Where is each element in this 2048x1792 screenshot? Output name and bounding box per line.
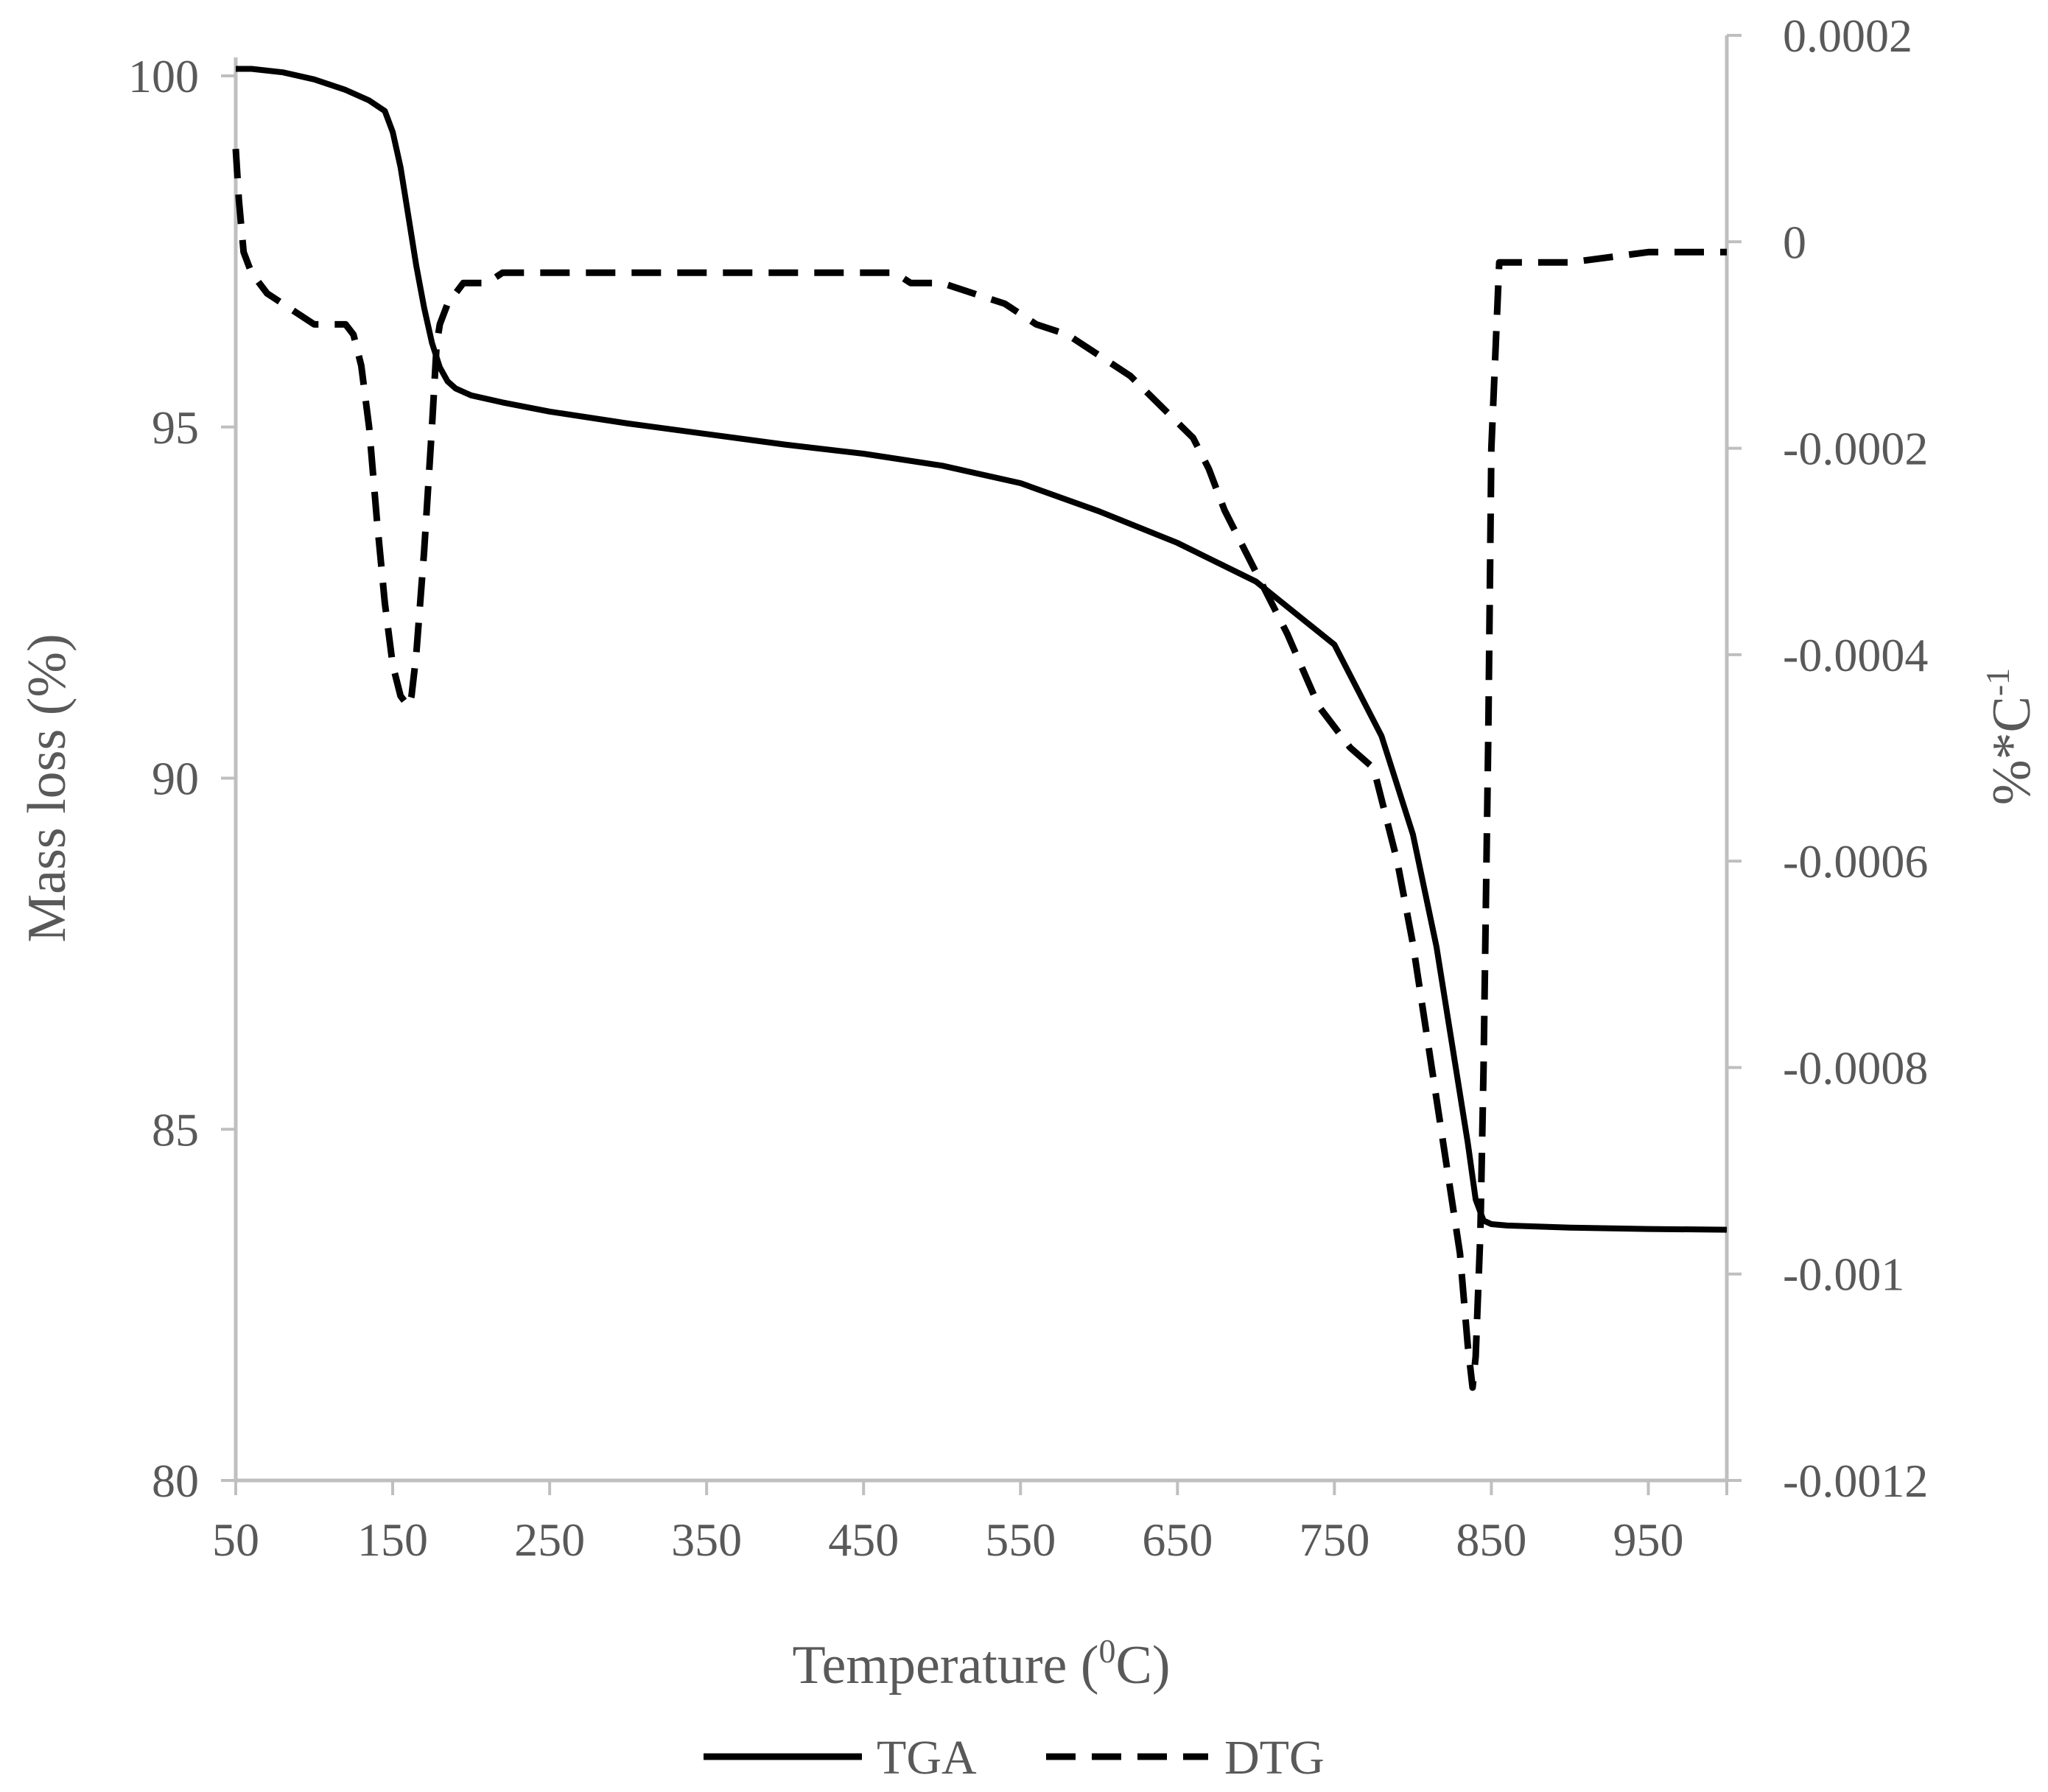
right-y-tick-label: -0.0006 (1783, 835, 1928, 888)
left-y-tick-label: 95 (152, 401, 199, 454)
legend-tga-label: TGA (877, 1731, 977, 1785)
series-lines (232, 66, 1728, 1391)
series-line-dtg (232, 148, 1727, 1391)
x-tick-label: 250 (514, 1514, 585, 1566)
right-y-tick-label: -0.0012 (1783, 1455, 1928, 1507)
x-tick-label: 550 (985, 1514, 1056, 1566)
x-tick-label: 650 (1142, 1514, 1213, 1566)
right-y-tick-label: -0.0008 (1783, 1041, 1928, 1094)
left-y-axis-title: Mass loss (%) (17, 633, 77, 942)
right-y-axis-title: %*C-1 (1979, 668, 2042, 805)
left-y-tick-label: 80 (152, 1455, 199, 1507)
legend: TGA DTG (704, 1731, 1325, 1785)
tick-labels: 50 150 250 350 450 550 650 750 850 950 80 85 90 95 100… (128, 10, 1928, 1566)
x-tick-label: 450 (828, 1514, 899, 1566)
x-tick-label: 150 (357, 1514, 428, 1566)
series-line-tga (236, 66, 1728, 1233)
left-y-tick-label: 85 (152, 1103, 199, 1156)
x-tick-label: 350 (671, 1514, 742, 1566)
x-tick-label: 50 (212, 1514, 259, 1566)
x-axis-title: Temperature (0C) (793, 1632, 1171, 1696)
right-y-tick-label: -0.0004 (1783, 629, 1928, 681)
x-tick-label: 850 (1456, 1514, 1526, 1566)
legend-dtg-label: DTG (1224, 1731, 1325, 1785)
right-y-tick-label: -0.001 (1783, 1248, 1904, 1301)
tick-marks (221, 34, 1742, 1495)
x-tick-label: 950 (1613, 1514, 1683, 1566)
right-y-tick-label: -0.0002 (1783, 423, 1928, 475)
left-y-tick-label: 100 (128, 50, 199, 102)
left-y-tick-label: 90 (152, 753, 199, 805)
right-y-tick-label: 0.0002 (1783, 10, 1912, 62)
x-tick-label: 750 (1299, 1514, 1370, 1566)
right-y-tick-label: 0 (1783, 216, 1806, 268)
axes (234, 35, 1729, 1483)
